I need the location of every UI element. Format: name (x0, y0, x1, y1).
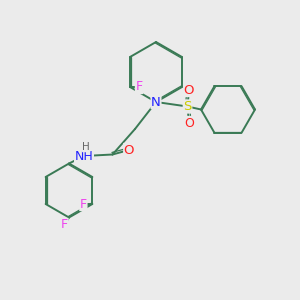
Text: F: F (136, 80, 142, 94)
Text: O: O (184, 83, 194, 97)
Text: F: F (80, 197, 87, 211)
Text: N: N (151, 95, 161, 109)
Text: F: F (61, 218, 68, 232)
Text: NH: NH (75, 149, 93, 163)
Text: O: O (184, 116, 194, 130)
Text: H: H (82, 142, 90, 152)
Text: S: S (183, 100, 192, 113)
Text: O: O (124, 143, 134, 157)
